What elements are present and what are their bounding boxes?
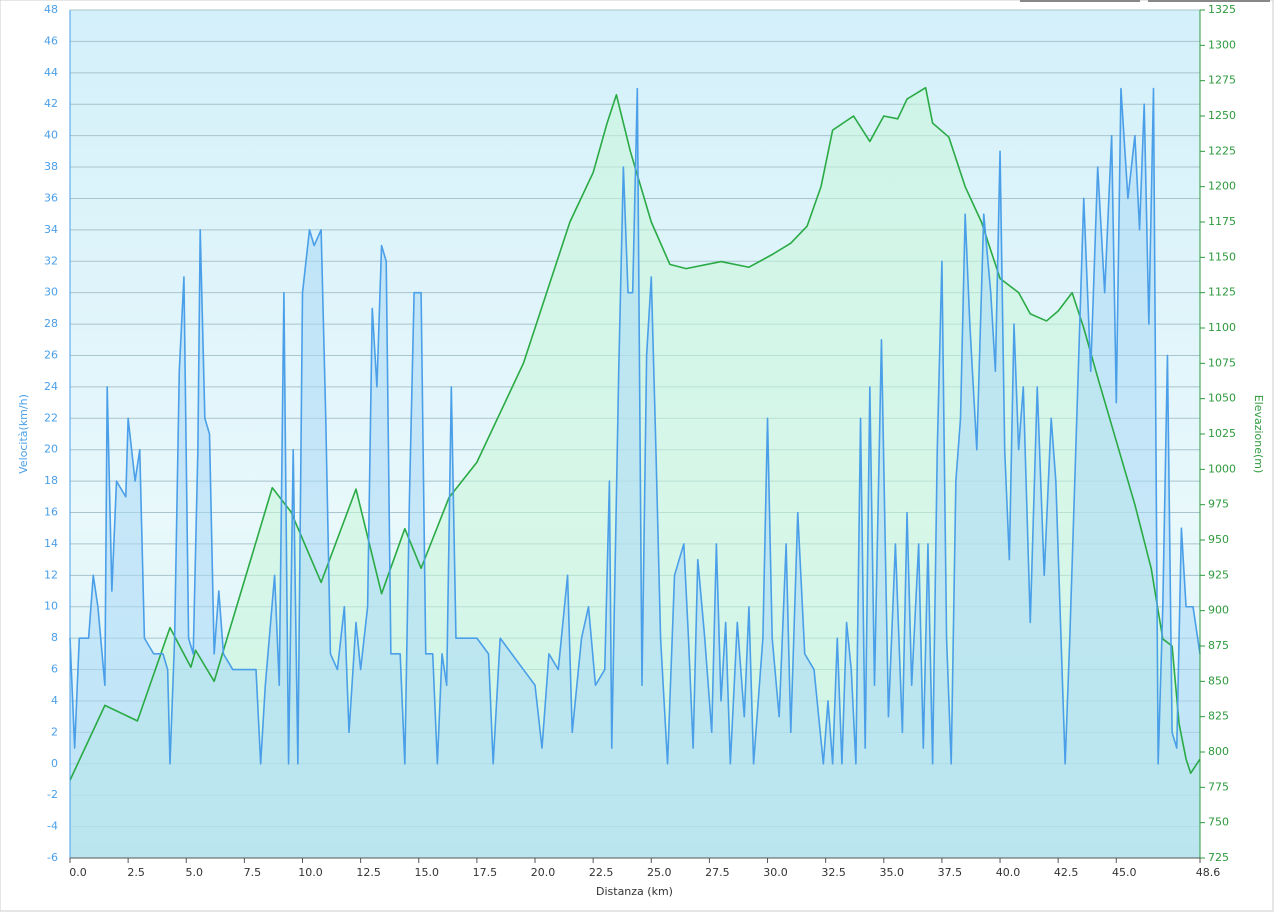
y2-tick-label: 950 [1208, 533, 1229, 546]
y-tick-label: -2 [47, 788, 58, 801]
x-tick-label: 12.5 [356, 866, 381, 879]
y2-tick-label: 850 [1208, 674, 1229, 687]
y2-tick-label: 1325 [1208, 3, 1236, 16]
y2-tick-label: 1150 [1208, 250, 1236, 263]
x-tick-label: 42.5 [1054, 866, 1079, 879]
x-tick-label: 45.0 [1112, 866, 1137, 879]
x-tick-label: 2.5 [127, 866, 145, 879]
x-tick-label: 20.0 [531, 866, 556, 879]
y2-tick-label: 1275 [1208, 74, 1236, 87]
y-tick-label: 18 [44, 474, 58, 487]
y-tick-label: 22 [44, 411, 58, 424]
y2-tick-label: 1250 [1208, 109, 1236, 122]
y-tick-label: 6 [51, 663, 58, 676]
x-tick-label: 0.0 [69, 866, 87, 879]
y2-axis-title: Elevazione(m) [1252, 395, 1265, 474]
x-tick-label: 17.5 [473, 866, 498, 879]
y-tick-label: 2 [51, 725, 58, 738]
series-line [69, 86, 1201, 781]
tab [1148, 0, 1270, 2]
y2-tick-label: 1100 [1208, 321, 1236, 334]
y-tick-label: 30 [44, 286, 58, 299]
y2-tick-label: 925 [1208, 568, 1229, 581]
y2-tick-label: 1225 [1208, 144, 1236, 157]
y-tick-label: 28 [44, 317, 58, 330]
x-tick-label: 32.5 [821, 866, 846, 879]
y2-tick-label: 1125 [1208, 286, 1236, 299]
y-tick-label: 26 [44, 348, 58, 361]
x-tick-label: 22.5 [589, 866, 614, 879]
y-tick-label: 12 [44, 568, 58, 581]
y2-tick-label: 1025 [1208, 427, 1236, 440]
series-area [70, 88, 1200, 859]
x-tick-label: 5.0 [186, 866, 204, 879]
y2-tick-label: 1200 [1208, 180, 1236, 193]
y-tick-label: 42 [44, 97, 58, 110]
x-tick-label: 15.0 [415, 866, 440, 879]
y-tick-label: 4 [51, 694, 58, 707]
y2-tick-label: 1000 [1208, 462, 1236, 475]
x-tick-label: 35.0 [880, 866, 905, 879]
x-tick-label: 7.5 [244, 866, 262, 879]
y-tick-label: 14 [44, 537, 58, 550]
y-tick-label: 10 [44, 600, 58, 613]
y2-tick-label: 975 [1208, 498, 1229, 511]
y2-tick-label: 800 [1208, 745, 1229, 758]
y-tick-label: 8 [51, 631, 58, 644]
tab [1020, 0, 1140, 2]
y2-tick-label: 825 [1208, 710, 1229, 723]
y2-tick-label: 1300 [1208, 38, 1236, 51]
y-tick-label: 20 [44, 443, 58, 456]
y-tick-label: 0 [51, 757, 58, 770]
y-tick-label: -4 [47, 820, 58, 833]
y-tick-label: 32 [44, 254, 58, 267]
y2-tick-label: 725 [1208, 851, 1229, 864]
x-tick-label: 25.0 [647, 866, 672, 879]
x-tick-label: 37.5 [938, 866, 963, 879]
y-axis-title: Velocità(km/h) [17, 394, 30, 474]
y-tick-label: 24 [44, 380, 58, 393]
y-tick-label: -6 [47, 851, 58, 864]
y2-tick-label: 750 [1208, 816, 1229, 829]
y2-tick-label: 875 [1208, 639, 1229, 652]
y-tick-label: 16 [44, 506, 58, 519]
y-tick-label: 38 [44, 160, 58, 173]
y-tick-label: 46 [44, 34, 58, 47]
x-tick-label: 10.0 [298, 866, 323, 879]
y2-tick-label: 1050 [1208, 392, 1236, 405]
series-line [69, 87, 1201, 765]
y-tick-label: 40 [44, 129, 58, 142]
x-tick-label: 27.5 [705, 866, 730, 879]
y-tick-label: 48 [44, 3, 58, 16]
y2-tick-label: 775 [1208, 780, 1229, 793]
x-tick-label: 40.0 [996, 866, 1021, 879]
y-tick-label: 44 [44, 66, 58, 79]
x-axis-title: Distanza (km) [596, 885, 673, 898]
y-tick-label: 34 [44, 223, 58, 236]
x-tick-label: 48.6 [1196, 866, 1221, 879]
y-tick-label: 36 [44, 191, 58, 204]
y2-tick-label: 900 [1208, 604, 1229, 617]
x-tick-label: 30.0 [763, 866, 788, 879]
y2-tick-label: 1175 [1208, 215, 1236, 228]
y2-tick-label: 1075 [1208, 356, 1236, 369]
